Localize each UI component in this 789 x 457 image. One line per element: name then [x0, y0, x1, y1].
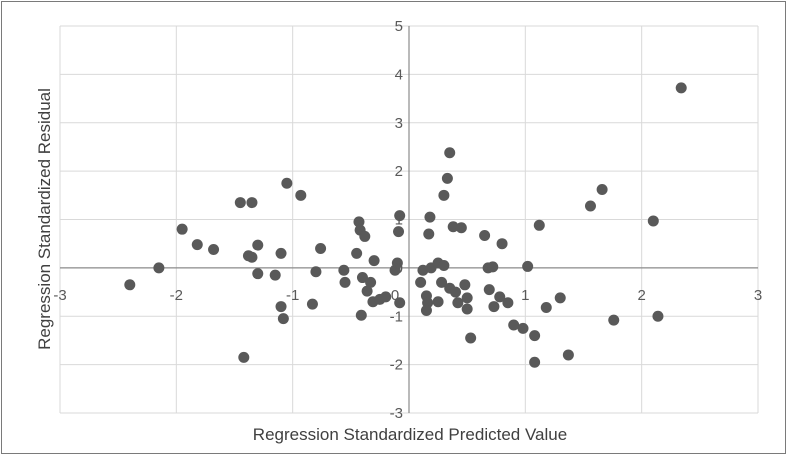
data-point — [522, 260, 534, 272]
data-point — [432, 296, 444, 308]
data-point — [554, 292, 566, 304]
data-point — [455, 222, 467, 234]
data-point — [529, 356, 541, 368]
data-point — [275, 247, 287, 259]
x-axis-title: Regression Standardized Predicted Value — [253, 425, 567, 444]
data-point — [517, 322, 529, 334]
data-point — [234, 197, 246, 209]
data-point — [447, 221, 459, 233]
x-tick-label: 0 — [391, 287, 399, 304]
data-point — [508, 319, 520, 331]
x-tick-label: -2 — [170, 287, 183, 304]
data-point — [479, 229, 491, 241]
data-point — [208, 243, 220, 255]
data-point — [533, 219, 545, 231]
data-point — [608, 314, 620, 326]
data-point — [153, 262, 165, 274]
data-point — [461, 303, 473, 315]
data-point — [394, 210, 406, 222]
data-point — [338, 264, 350, 276]
data-point — [461, 292, 473, 304]
data-point — [252, 268, 264, 280]
data-point — [191, 239, 203, 251]
data-point — [356, 272, 368, 284]
data-point — [496, 238, 508, 250]
data-point — [394, 297, 406, 309]
data-point — [393, 226, 405, 238]
data-point — [252, 239, 264, 251]
data-point — [441, 172, 453, 184]
data-point — [124, 279, 136, 291]
data-point — [415, 276, 427, 288]
data-point — [487, 261, 499, 273]
data-point — [275, 301, 287, 313]
x-tick-label: 2 — [637, 287, 645, 304]
data-point — [494, 291, 506, 303]
data-point — [269, 269, 281, 281]
data-point — [562, 349, 574, 361]
data-point — [438, 189, 450, 201]
data-point — [281, 177, 293, 189]
y-tick-label: -1 — [390, 308, 403, 325]
data-point — [596, 184, 608, 196]
data-point — [339, 276, 351, 288]
data-point — [652, 310, 664, 322]
y-axis-title: Regression Standardized Residual — [35, 88, 54, 350]
data-point — [359, 230, 371, 242]
y-tick-label: 1 — [395, 212, 403, 229]
data-point — [438, 259, 450, 271]
data-point — [647, 215, 659, 227]
data-point — [436, 276, 448, 288]
data-point — [675, 82, 687, 94]
data-point — [295, 189, 307, 201]
data-point — [444, 147, 456, 159]
x-tick-label: -3 — [53, 287, 66, 304]
data-point — [380, 291, 392, 303]
data-point — [238, 351, 250, 363]
data-point — [488, 301, 500, 313]
y-tick-label: 4 — [395, 66, 403, 83]
axis-lines — [60, 26, 758, 413]
tick-labels: -3 -2 -1 0 1 2 3 -3 -2 -1 0 1 2 3 4 5 — [53, 18, 762, 422]
data-point — [365, 276, 377, 288]
data-point — [246, 197, 258, 209]
data-point — [310, 266, 322, 278]
data-point — [246, 251, 258, 263]
data-point — [391, 257, 403, 269]
data-point — [584, 200, 596, 212]
y-tick-label: 5 — [395, 18, 403, 35]
y-tick-label: 3 — [395, 115, 403, 132]
data-point — [540, 302, 552, 314]
data-point — [483, 284, 495, 296]
data-point — [355, 309, 367, 321]
data-point — [361, 285, 373, 297]
data-point — [502, 297, 514, 309]
data-point — [450, 286, 462, 298]
y-tick-label: -2 — [390, 357, 403, 374]
y-tick-label: 0 — [395, 260, 403, 277]
data-point — [465, 332, 477, 344]
data-point — [368, 255, 380, 267]
data-point — [424, 211, 436, 223]
data-point — [306, 298, 318, 310]
data-points — [124, 82, 687, 368]
data-point — [353, 216, 365, 228]
data-point — [315, 243, 327, 255]
data-point — [452, 297, 464, 309]
data-point — [420, 304, 432, 316]
y-tick-label: -3 — [390, 405, 403, 422]
x-tick-label: 1 — [521, 287, 529, 304]
data-point — [529, 330, 541, 342]
data-point — [176, 223, 188, 235]
data-point — [277, 313, 289, 325]
x-tick-label: -1 — [286, 287, 299, 304]
y-tick-label: 2 — [395, 163, 403, 180]
data-point — [351, 247, 363, 259]
data-point — [459, 279, 471, 291]
data-point — [423, 228, 435, 240]
x-tick-label: 3 — [754, 287, 762, 304]
